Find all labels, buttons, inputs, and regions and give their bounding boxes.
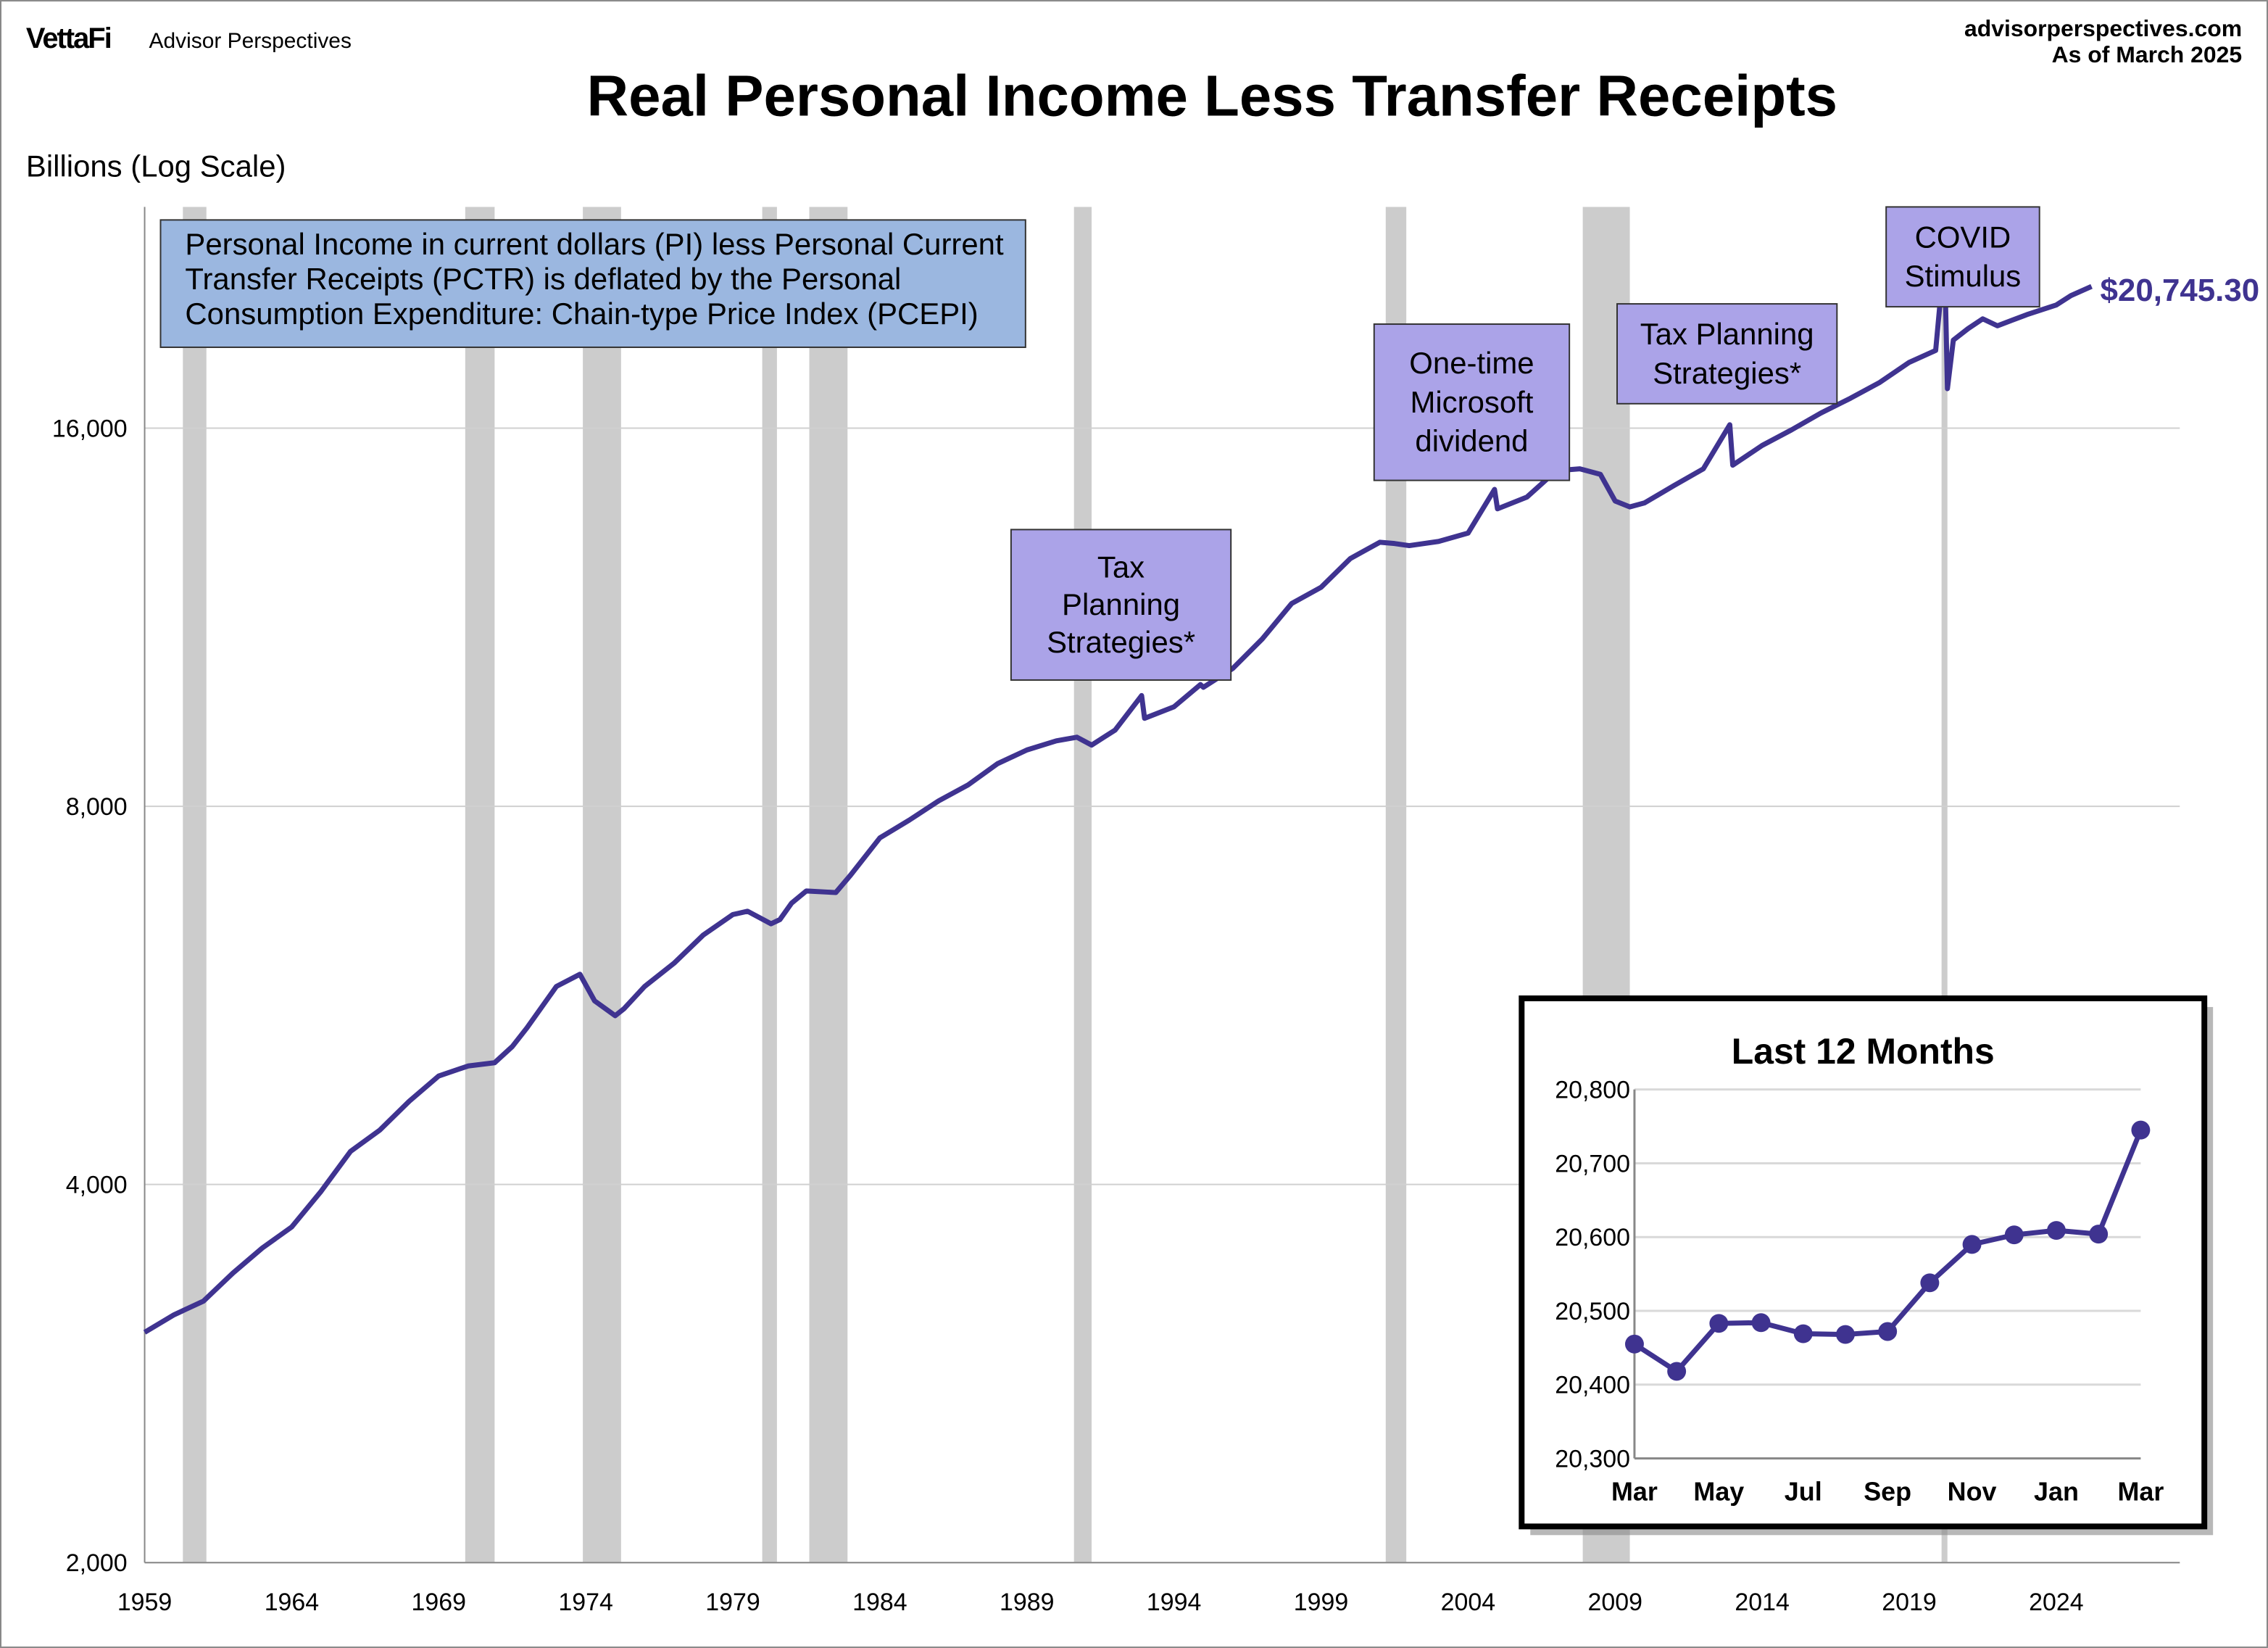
recession-band	[1941, 207, 1948, 1563]
recession-band	[762, 207, 777, 1563]
annotation-text: Consumption Expenditure: Chain-type Pric…	[185, 297, 978, 331]
annotation-text: dividend	[1415, 424, 1528, 458]
inset-data-point	[2131, 1120, 2151, 1140]
as-of-date: As of March 2025	[2052, 41, 2242, 67]
inset-y-tick-label: 20,500	[1555, 1298, 1630, 1325]
inset-title: Last 12 Months	[1732, 1031, 1995, 1072]
annotation-background	[159, 219, 1026, 348]
annotation-text: Transfer Receipts (PCTR) is deflated by …	[185, 262, 901, 296]
chart-title: Real Personal Income Less Transfer Recei…	[586, 64, 1837, 128]
inset-data-point	[1667, 1362, 1687, 1381]
inset-chart: Last 12 Months 20,300 20,400 20,500 20,600 2…	[1519, 995, 2214, 1536]
inset-y-tick-label: 20,800	[1555, 1077, 1630, 1104]
y-tick-label: 8,000	[66, 793, 128, 821]
x-tick-label: 1984	[852, 1589, 907, 1616]
annotation-text: Planning	[1062, 587, 1180, 621]
inset-x-tick-label: Mar	[2117, 1476, 2164, 1506]
inset-y-tick-label: 20,400	[1555, 1372, 1630, 1399]
x-tick-label: 1979	[705, 1589, 760, 1616]
income-series-line	[143, 252, 2093, 1335]
annotation-text: Tax Planning	[1640, 317, 1814, 351]
annotation-text: Stimulus	[1905, 259, 2022, 293]
inset-y-tick-label: 20,600	[1555, 1224, 1630, 1251]
inset-data-point	[1751, 1313, 1771, 1333]
annotation-text: Microsoft	[1410, 385, 1533, 419]
x-tick-label: 2019	[1882, 1589, 1936, 1616]
inset-data-point	[2089, 1225, 2109, 1244]
annotation-box: Personal Income in current dollars (PI) …	[159, 219, 1026, 348]
annotation-text: Personal Income in current dollars (PI) …	[185, 227, 1004, 261]
inset-x-tick-label: Jan	[2034, 1476, 2079, 1506]
inset-data-point	[1962, 1235, 1982, 1254]
inset-x-tick-label: Sep	[1864, 1476, 1911, 1506]
inset-data-point	[1709, 1314, 1729, 1333]
inset-y-tick-label: 20,700	[1555, 1150, 1630, 1177]
x-tick-label: 1974	[558, 1589, 612, 1616]
recession-band	[465, 207, 495, 1563]
vettafi-logo: VettaFi	[26, 22, 111, 54]
x-tick-label: 1959	[117, 1589, 172, 1616]
inset-x-tick-label: Nov	[1948, 1476, 1997, 1506]
annotation-box: COVID Stimulus	[1885, 206, 2040, 308]
x-tick-label: 2024	[2029, 1589, 2083, 1616]
recession-band	[583, 207, 621, 1563]
annotation-text: COVID	[1915, 220, 2011, 254]
recession-band	[1073, 207, 1092, 1563]
end-value-label: $20,745.30	[2101, 273, 2260, 308]
y-tick-label: 2,000	[66, 1549, 128, 1577]
annotation-background	[1616, 303, 1838, 405]
annotation-text: Strategies*	[1047, 625, 1195, 659]
x-tick-label: 1989	[1000, 1589, 1054, 1616]
inset-x-tick-label: Mar	[1611, 1476, 1658, 1506]
x-tick-label: 2004	[1441, 1589, 1495, 1616]
inset-data-point	[1878, 1322, 1898, 1341]
x-tick-label: 2014	[1735, 1589, 1789, 1616]
x-tick-label: 1964	[265, 1589, 319, 1616]
inset-data-point	[1920, 1273, 1940, 1293]
annotation-text: Tax	[1097, 550, 1145, 584]
inset-data-point	[1793, 1324, 1813, 1343]
inset-data-point	[1836, 1325, 1855, 1344]
inset-x-tick-label: Jul	[1785, 1476, 1822, 1506]
y-tick-label: 4,000	[66, 1172, 128, 1199]
x-tick-label: 1994	[1147, 1589, 1201, 1616]
annotation-box: One-time Microsoft dividend	[1373, 323, 1571, 481]
site-url: advisorperspectives.com	[1964, 15, 2242, 41]
inset-data-point	[2047, 1221, 2066, 1241]
annotation-text: Strategies*	[1653, 356, 1801, 390]
y-axis-label: Billions (Log Scale)	[26, 149, 286, 183]
x-tick-label: 1999	[1294, 1589, 1348, 1616]
inset-data-point	[1624, 1334, 1644, 1354]
annotation-text: One-time	[1409, 346, 1534, 380]
brand-name: Advisor Perspectives	[149, 29, 352, 53]
inset-x-tick-label: May	[1693, 1476, 1744, 1506]
inset-data-point	[2004, 1225, 2024, 1245]
annotation-background	[1373, 323, 1571, 481]
y-tick-label: 16,000	[52, 415, 128, 442]
annotation-background	[1010, 529, 1232, 681]
annotation-background	[1885, 206, 2040, 308]
x-tick-label: 2009	[1588, 1589, 1642, 1616]
inset-y-tick-label: 20,300	[1555, 1446, 1630, 1473]
annotation-box: Tax Planning Strategies*	[1616, 303, 1838, 405]
recession-band	[183, 207, 207, 1563]
x-tick-label: 1969	[412, 1589, 466, 1616]
